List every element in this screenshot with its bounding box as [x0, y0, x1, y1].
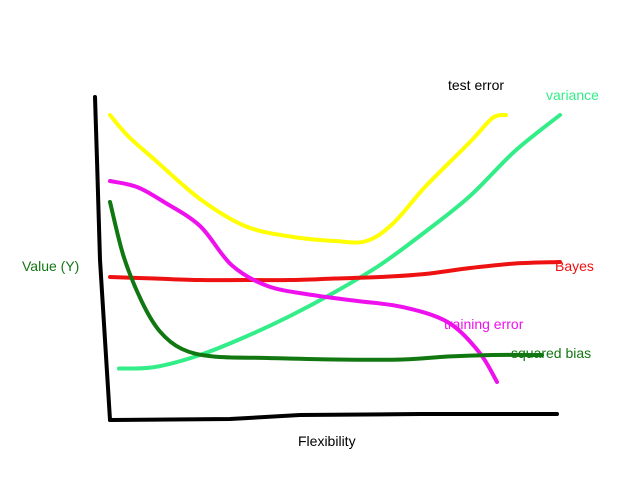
- chart-axes: [93, 95, 559, 422]
- y-axis-line: [93, 95, 112, 422]
- series-line-training-error: [108, 179, 499, 384]
- series-line-squared-bias: [108, 200, 544, 362]
- x-axis-line: [108, 412, 559, 422]
- chart-curves: [108, 112, 562, 384]
- x-axis-label: Flexibility: [298, 433, 356, 449]
- series-line-test-error: [108, 112, 508, 245]
- label-training-error: training error: [444, 316, 524, 332]
- y-axis-label: Value (Y): [22, 258, 80, 274]
- series-line-variance: [117, 113, 562, 371]
- series-line-bayes: [108, 260, 562, 283]
- label-test-error: test error: [448, 77, 505, 93]
- label-squared-bias: squared bias: [511, 345, 592, 361]
- label-variance: variance: [546, 87, 599, 103]
- label-bayes: Bayes: [555, 258, 594, 274]
